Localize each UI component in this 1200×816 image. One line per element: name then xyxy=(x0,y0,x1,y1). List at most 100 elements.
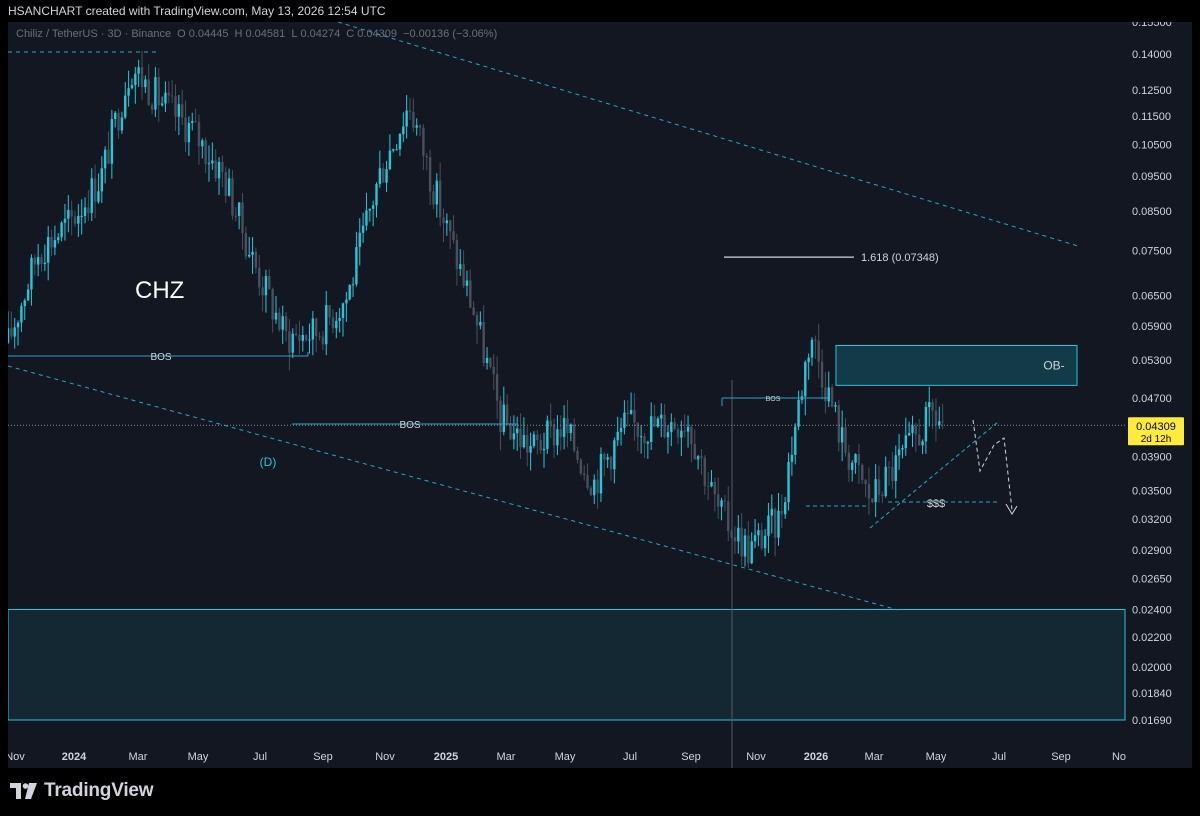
candle-body xyxy=(388,150,392,170)
candle-body xyxy=(341,303,345,318)
candle-body xyxy=(13,327,16,337)
candle-body xyxy=(830,387,834,407)
candle-body xyxy=(201,140,204,147)
candle-body xyxy=(217,161,221,179)
upper-trendline xyxy=(337,22,1079,247)
candle-body xyxy=(797,399,800,427)
candle-body xyxy=(814,339,817,341)
price-tick-label: 0.08500 xyxy=(1132,206,1172,218)
candle-body xyxy=(606,457,609,460)
candle-body xyxy=(358,232,361,248)
open-value: 0.04445 xyxy=(188,28,229,40)
candle-body xyxy=(794,426,797,455)
candle-body xyxy=(844,427,847,453)
candle-body xyxy=(670,422,673,433)
candle-body xyxy=(77,215,80,224)
candle-body xyxy=(137,67,140,74)
candle-body xyxy=(706,485,710,487)
time-tick-label: Nov xyxy=(746,751,766,763)
candle-body xyxy=(519,428,522,448)
candle-body xyxy=(824,387,827,402)
candle-body xyxy=(261,287,264,296)
candle-body xyxy=(686,426,690,432)
candle-body xyxy=(134,73,137,86)
candle-body xyxy=(834,405,837,407)
candle-body xyxy=(224,172,227,196)
candle-body xyxy=(656,418,660,427)
candle-body xyxy=(569,424,572,434)
candle-body xyxy=(864,480,867,485)
candle-body xyxy=(867,484,871,499)
candle-body xyxy=(887,466,891,468)
candle-body xyxy=(154,77,157,110)
candle-body xyxy=(114,112,117,119)
candle-body xyxy=(97,191,100,202)
candle-body xyxy=(214,160,217,179)
candle-body xyxy=(144,79,147,88)
candle-body xyxy=(516,428,519,434)
candle-body xyxy=(773,508,777,538)
candle-body xyxy=(33,257,36,265)
candle-body xyxy=(489,357,492,367)
candle-body xyxy=(653,416,656,427)
candle-body xyxy=(629,410,633,414)
candle-body xyxy=(308,339,311,341)
candle-body xyxy=(760,530,763,549)
candle-body xyxy=(780,510,784,515)
candle-body xyxy=(938,421,941,425)
candle-body xyxy=(244,233,248,257)
time-tick-label: Nov xyxy=(8,751,25,763)
candle-body xyxy=(609,457,613,470)
time-tick-label: Jul xyxy=(992,751,1006,763)
time-tick-label: No xyxy=(1112,751,1126,763)
candle-body xyxy=(743,535,747,557)
candle-body xyxy=(211,160,214,164)
candle-body xyxy=(522,435,526,448)
candle-body xyxy=(767,515,770,536)
ticker-label: CHZ xyxy=(135,277,184,304)
candle-body xyxy=(660,414,663,419)
candle-body xyxy=(757,530,760,536)
candle-body xyxy=(576,450,579,460)
candle-body xyxy=(700,456,703,458)
candle-body xyxy=(717,494,720,507)
candle-body xyxy=(807,357,810,363)
candle-body xyxy=(57,237,60,241)
candle-body xyxy=(536,434,539,441)
candle-body xyxy=(107,149,110,164)
tradingview-logo-icon xyxy=(10,783,37,799)
candle-body xyxy=(546,420,549,449)
candle-body xyxy=(542,448,546,451)
candle-body xyxy=(221,161,224,173)
candle-body xyxy=(187,122,191,143)
candle-body xyxy=(177,104,181,117)
candle-body xyxy=(619,427,623,432)
candle-body xyxy=(626,412,629,414)
close-value: 0.04309 xyxy=(357,28,397,40)
candle-body xyxy=(345,299,348,304)
time-tick-label: Jul xyxy=(623,751,637,763)
price-tick-label: 0.01840 xyxy=(1132,688,1172,700)
candle-body xyxy=(184,117,187,143)
chart-header: HSANCHART created with TradingView.com, … xyxy=(8,4,386,22)
open-label: O xyxy=(177,28,186,40)
candle-body xyxy=(204,140,207,165)
candle-body xyxy=(636,422,639,437)
candle-body xyxy=(703,457,706,486)
candle-body xyxy=(268,276,271,290)
candle-body xyxy=(147,79,150,106)
candle-body xyxy=(318,335,321,337)
price-tick-label: 0.11500 xyxy=(1132,111,1171,123)
candle-body xyxy=(750,541,753,564)
chart-area[interactable]: BOS BOS BOS 1.618 (0.07348) OB- $$$ CHZ (D) 0.15… xyxy=(8,22,1192,768)
low-label: L xyxy=(291,28,298,40)
candle-body xyxy=(325,305,328,345)
candle-body xyxy=(170,95,174,97)
candle-body xyxy=(928,402,931,408)
candle-body xyxy=(298,335,301,341)
price-tick-label: 0.02400 xyxy=(1132,605,1172,617)
candle-body xyxy=(93,178,97,202)
candle-body xyxy=(596,479,599,494)
candle-body xyxy=(311,318,315,340)
